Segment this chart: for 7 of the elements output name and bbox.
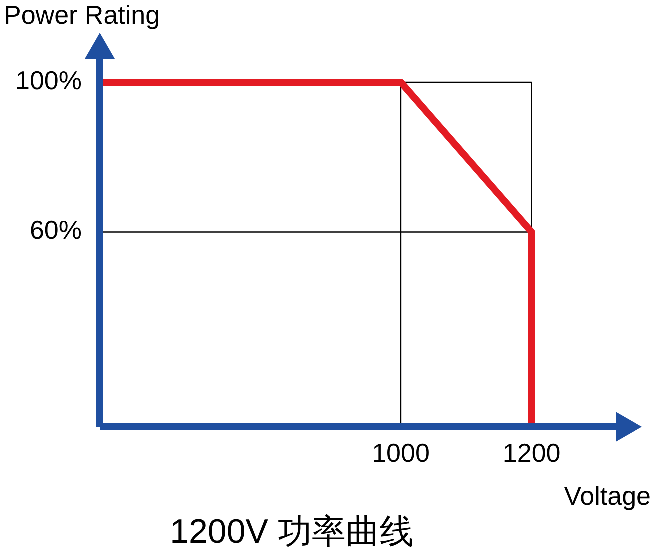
y-tick-label: 60% bbox=[30, 215, 82, 246]
text: 1200V 功率曲线 bbox=[170, 513, 414, 551]
y-tick-label: 100% bbox=[16, 65, 82, 96]
x-tick-label: 1200 bbox=[502, 438, 561, 468]
x-axis-title: Voltage bbox=[564, 481, 651, 511]
x-tick-label: 1000 bbox=[372, 438, 430, 468]
y-axis-title: Power Rating bbox=[4, 0, 160, 30]
